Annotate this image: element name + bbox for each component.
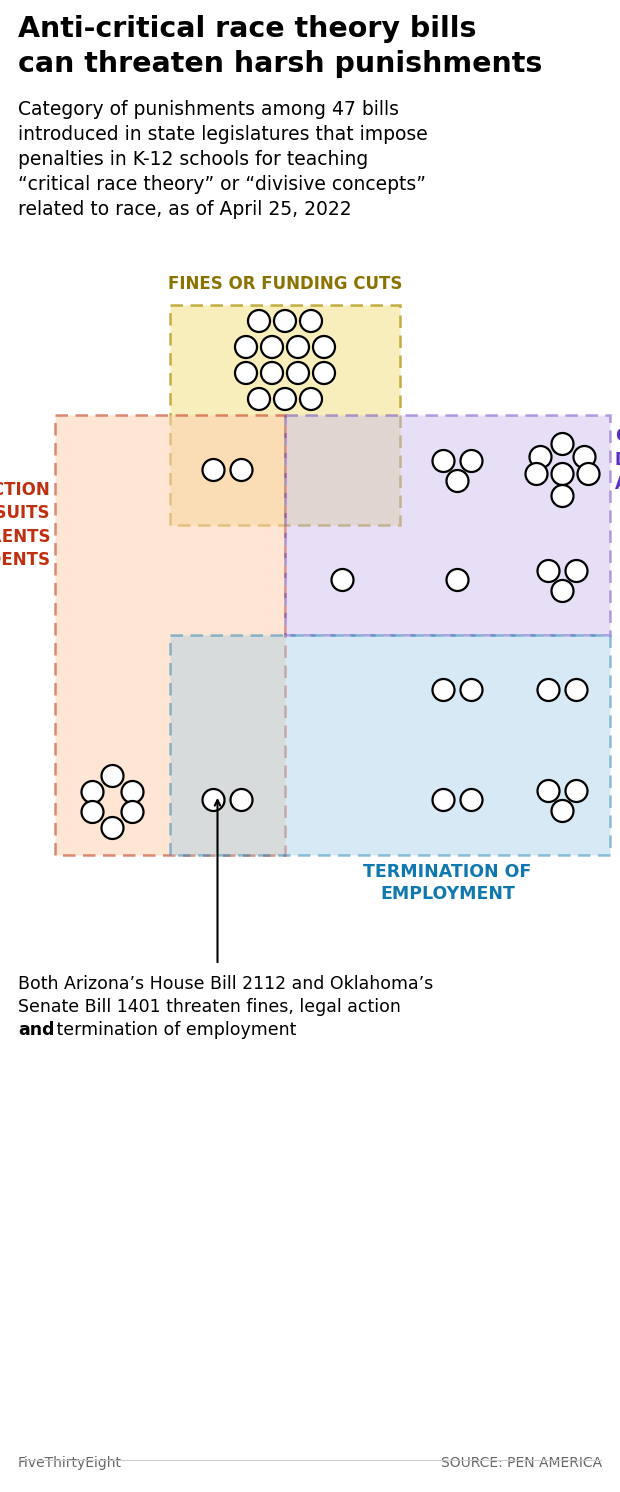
- Circle shape: [122, 801, 143, 824]
- Bar: [285, 415, 610, 636]
- Circle shape: [248, 388, 270, 410]
- Circle shape: [552, 433, 574, 455]
- Bar: [170, 636, 610, 855]
- Text: can threaten harsh punishments: can threaten harsh punishments: [18, 51, 542, 78]
- Circle shape: [552, 485, 574, 507]
- Circle shape: [300, 388, 322, 410]
- Circle shape: [538, 679, 559, 701]
- Text: “critical race theory” or “divisive concepts”: “critical race theory” or “divisive conc…: [18, 175, 426, 194]
- Circle shape: [235, 363, 257, 383]
- Circle shape: [300, 310, 322, 333]
- Text: related to race, as of April 25, 2022: related to race, as of April 25, 2022: [18, 200, 352, 219]
- Circle shape: [552, 800, 574, 822]
- Circle shape: [446, 470, 469, 492]
- Text: introduced in state legislatures that impose: introduced in state legislatures that im…: [18, 125, 428, 145]
- Circle shape: [313, 336, 335, 358]
- Text: OTHER
DISCIPLINARY
ACTION: OTHER DISCIPLINARY ACTION: [615, 427, 620, 492]
- Circle shape: [248, 310, 270, 333]
- Circle shape: [565, 679, 588, 701]
- Circle shape: [313, 363, 335, 383]
- Text: SOURCE: PEN AMERICA: SOURCE: PEN AMERICA: [441, 1456, 602, 1470]
- Text: Both Arizona’s House Bill 2112 and Oklahoma’s: Both Arizona’s House Bill 2112 and Oklah…: [18, 974, 433, 994]
- Circle shape: [433, 451, 454, 471]
- Circle shape: [565, 560, 588, 582]
- Text: Senate Bill 1401 threaten fines, legal action: Senate Bill 1401 threaten fines, legal a…: [18, 998, 401, 1016]
- Circle shape: [526, 463, 547, 485]
- Circle shape: [332, 568, 353, 591]
- Circle shape: [203, 460, 224, 480]
- Circle shape: [102, 765, 123, 786]
- Circle shape: [538, 560, 559, 582]
- Circle shape: [529, 446, 552, 468]
- Circle shape: [261, 336, 283, 358]
- Circle shape: [461, 679, 482, 701]
- Circle shape: [235, 336, 257, 358]
- Circle shape: [577, 463, 600, 485]
- Text: termination of employment: termination of employment: [51, 1021, 296, 1038]
- Text: Anti-critical race theory bills: Anti-critical race theory bills: [18, 15, 477, 43]
- Circle shape: [446, 568, 469, 591]
- Text: FiveThirtyEight: FiveThirtyEight: [18, 1456, 122, 1470]
- Circle shape: [565, 780, 588, 803]
- Text: penalties in K-12 schools for teaching: penalties in K-12 schools for teaching: [18, 151, 368, 169]
- Circle shape: [261, 363, 283, 383]
- Circle shape: [203, 789, 224, 812]
- Text: Category of punishments among 47 bills: Category of punishments among 47 bills: [18, 100, 399, 119]
- Circle shape: [574, 446, 595, 468]
- Circle shape: [552, 463, 574, 485]
- Bar: [170, 304, 400, 525]
- Circle shape: [461, 789, 482, 812]
- Circle shape: [231, 789, 252, 812]
- Bar: [55, 415, 285, 855]
- Circle shape: [274, 388, 296, 410]
- Circle shape: [538, 780, 559, 803]
- Circle shape: [287, 363, 309, 383]
- Circle shape: [287, 336, 309, 358]
- Circle shape: [81, 801, 104, 824]
- Circle shape: [433, 789, 454, 812]
- Text: LEGAL ACTION
OR CIVIL SUITS
BY PARENTS
OR STUDENTS: LEGAL ACTION OR CIVIL SUITS BY PARENTS O…: [0, 480, 50, 570]
- Text: FINES OR FUNDING CUTS: FINES OR FUNDING CUTS: [168, 275, 402, 292]
- Circle shape: [81, 780, 104, 803]
- Circle shape: [433, 679, 454, 701]
- Circle shape: [102, 818, 123, 839]
- Circle shape: [231, 460, 252, 480]
- Circle shape: [461, 451, 482, 471]
- Circle shape: [122, 780, 143, 803]
- Circle shape: [552, 580, 574, 601]
- Text: and: and: [18, 1021, 55, 1038]
- Circle shape: [274, 310, 296, 333]
- Text: TERMINATION OF
EMPLOYMENT: TERMINATION OF EMPLOYMENT: [363, 862, 531, 903]
